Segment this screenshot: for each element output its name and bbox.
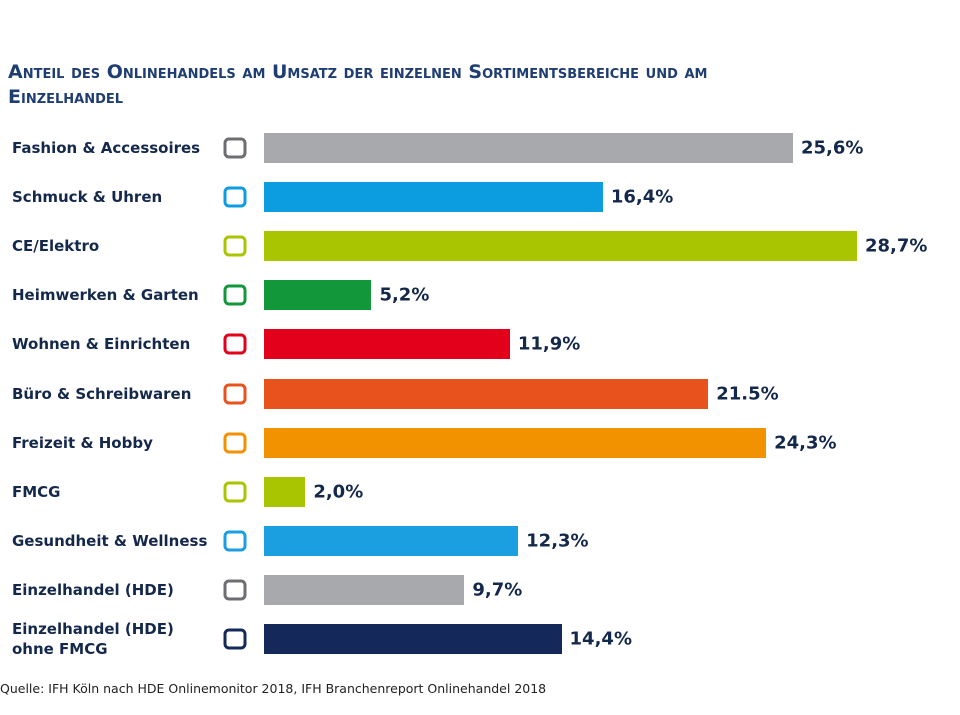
category-icon bbox=[221, 478, 249, 506]
category-icon bbox=[221, 527, 249, 555]
icon-shape bbox=[223, 284, 247, 306]
category-icon bbox=[221, 625, 249, 653]
icon-shape bbox=[223, 137, 247, 159]
bar bbox=[264, 476, 306, 507]
bar bbox=[264, 133, 793, 163]
bar-row: CE/Elektro 28,7% bbox=[0, 226, 960, 266]
bar bbox=[264, 329, 510, 360]
value-label: 16,4% bbox=[610, 186, 674, 208]
icon-shape bbox=[223, 530, 247, 552]
icon-shape bbox=[223, 383, 247, 404]
value-label: 9,7% bbox=[472, 579, 523, 601]
icon-shape bbox=[223, 628, 247, 650]
bar-row: FMCG 2,0% bbox=[0, 472, 960, 512]
chart-title: Anteil des Onlinehandels am Umsatz der e… bbox=[8, 61, 708, 108]
bar-row: Fashion & Accessoires 25,6% bbox=[0, 128, 960, 168]
bar-row: Büro & Schreibwaren 21.5% bbox=[0, 374, 960, 414]
bar bbox=[264, 574, 465, 605]
category-icon bbox=[221, 183, 249, 211]
bar bbox=[264, 231, 857, 262]
bar bbox=[264, 182, 603, 213]
category-icon bbox=[221, 330, 249, 358]
category-label: Büro & Schreibwaren bbox=[12, 384, 192, 403]
icon-shape bbox=[223, 333, 247, 355]
category-icon bbox=[221, 232, 249, 260]
bar-row: Freizeit & Hobby 24,3% bbox=[0, 423, 960, 463]
category-label: FMCG bbox=[12, 482, 61, 501]
value-label: 25,6% bbox=[800, 137, 864, 159]
value-label: 28,7% bbox=[865, 235, 928, 257]
value-label: 12,3% bbox=[526, 530, 589, 552]
bar-row: Wohnen & Einrichten 11,9% bbox=[0, 324, 960, 364]
category-icon bbox=[221, 281, 249, 309]
category-label: Freizeit & Hobby bbox=[12, 433, 153, 452]
category-label: Fashion & Accessoires bbox=[12, 139, 201, 157]
bar-row: Einzelhandel (HDE) ohne FMCG 14,4% bbox=[0, 619, 960, 659]
category-label: Schmuck & Uhren bbox=[12, 188, 163, 207]
value-label: 14,4% bbox=[569, 628, 632, 650]
category-icon bbox=[221, 576, 249, 604]
category-label: Gesundheit & Wellness bbox=[12, 531, 208, 550]
value-label: 21.5% bbox=[716, 383, 779, 404]
bar-row: Heimwerken & Garten 5,2% bbox=[0, 275, 960, 315]
value-label: 11,9% bbox=[517, 333, 581, 355]
bar-row: Einzelhandel (HDE) 9,7% bbox=[0, 570, 960, 610]
bar-row: Schmuck & Uhren 16,4% bbox=[0, 177, 960, 217]
category-icon bbox=[221, 429, 249, 457]
category-label: Einzelhandel (HDE) bbox=[12, 580, 174, 599]
value-label: 24,3% bbox=[774, 432, 837, 454]
category-label: Einzelhandel (HDE) ohne FMCG bbox=[12, 620, 174, 658]
source-note: Quelle: IFH Köln nach HDE Onlinemonitor … bbox=[0, 681, 547, 696]
bar bbox=[264, 280, 372, 311]
icon-shape bbox=[223, 432, 247, 454]
icon-shape bbox=[223, 186, 247, 208]
category-icon bbox=[221, 134, 249, 162]
category-label: Heimwerken & Garten bbox=[12, 286, 199, 305]
bar bbox=[264, 427, 767, 458]
category-label: CE/Elektro bbox=[12, 237, 100, 256]
bar bbox=[264, 525, 519, 556]
icon-shape bbox=[223, 481, 247, 503]
value-label: 2,0% bbox=[313, 481, 364, 503]
category-icon bbox=[221, 380, 249, 408]
bar-row: Gesundheit & Wellness 12,3% bbox=[0, 521, 960, 561]
bar bbox=[264, 624, 562, 654]
bar bbox=[264, 378, 709, 409]
value-label: 5,2% bbox=[379, 284, 430, 306]
category-label: Wohnen & Einrichten bbox=[12, 335, 191, 354]
icon-shape bbox=[223, 579, 247, 601]
icon-shape bbox=[223, 235, 247, 257]
